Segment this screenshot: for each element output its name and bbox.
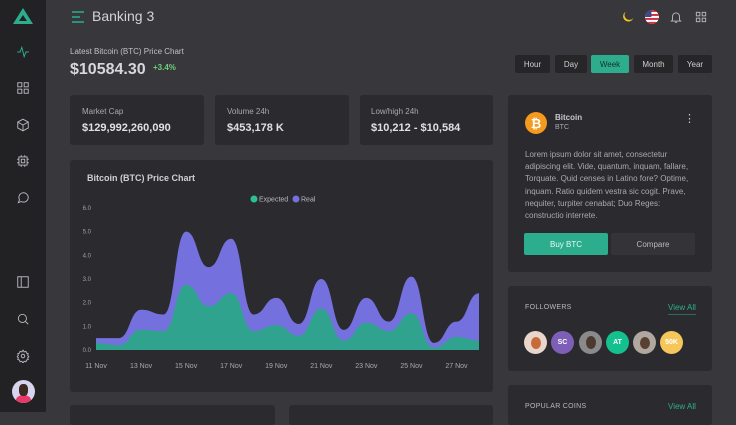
x-tick-label: 27 Nov	[445, 363, 468, 370]
stat-label: Market Cap	[82, 107, 124, 116]
moon-icon[interactable]	[621, 10, 635, 24]
legend-marker	[250, 195, 258, 203]
follower-avatar[interactable]	[524, 331, 547, 354]
y-tick-label: 0.0	[83, 348, 92, 354]
x-tick-label: 23 Nov	[355, 363, 378, 370]
x-tick-label: 19 Nov	[265, 363, 288, 370]
stat-label: Volume 24h	[227, 107, 270, 116]
range-hour-button[interactable]: Hour	[515, 55, 550, 73]
legend-label: Real	[301, 197, 316, 204]
range-day-button[interactable]: Day	[555, 55, 587, 73]
area-chart: 0.0 1.0 2.0 3.0 4.0 5.0 6.0 11 Nov 13 Nov 15 Nov 1…	[83, 195, 479, 370]
avatar[interactable]	[12, 380, 35, 403]
price-label: Latest Bitcoin (BTC) Price Chart	[70, 47, 184, 56]
us-flag-icon[interactable]	[645, 10, 659, 24]
x-tick-label: 25 Nov	[400, 363, 423, 370]
menu-icon[interactable]	[71, 11, 85, 23]
buy-btc-button[interactable]: Buy BTC	[524, 233, 608, 255]
series-expected-area	[96, 284, 479, 350]
stat-card-market-cap: Market Cap $129,992,260,090	[70, 95, 204, 145]
stat-value: $453,178 K	[227, 122, 284, 134]
stat-value: $10,212 - $10,584	[371, 122, 461, 134]
x-tick-label: 13 Nov	[130, 363, 153, 370]
popular-coins-card: POPULAR COINS View All	[508, 385, 712, 425]
y-tick-label: 5.0	[83, 230, 92, 236]
y-tick-label: 4.0	[83, 253, 92, 259]
y-tick-label: 6.0	[83, 206, 92, 212]
y-tick-label: 2.0	[83, 301, 92, 307]
compare-button[interactable]: Compare	[611, 233, 695, 255]
popular-view-all-link[interactable]: View All	[668, 402, 696, 411]
range-week-button[interactable]: Week	[591, 55, 629, 73]
chart-card: Bitcoin (BTC) Price Chart 0.0 1.0 2.0 3.0 4.…	[70, 160, 493, 392]
range-year-button[interactable]: Year	[678, 55, 712, 73]
logo-icon[interactable]	[12, 7, 34, 25]
gear-icon[interactable]	[13, 346, 33, 366]
x-tick-label: 21 Nov	[310, 363, 333, 370]
grid-icon[interactable]	[13, 78, 33, 98]
legend-label: Expected	[259, 197, 288, 204]
follower-avatar[interactable]	[579, 331, 602, 354]
more-options-icon[interactable]: ⋮	[684, 113, 695, 125]
range-month-button[interactable]: Month	[634, 55, 673, 73]
message-icon[interactable]	[13, 188, 33, 208]
followers-view-all-link[interactable]: View All	[668, 303, 696, 315]
follower-avatar[interactable]: AT	[606, 331, 629, 354]
coin-symbol: BTC	[555, 124, 569, 131]
stat-label: Low/high 24h	[371, 107, 419, 116]
x-tick-label: 11 Nov	[85, 363, 107, 370]
stat-card-volume: Volume 24h $453,178 K	[215, 95, 349, 145]
followers-card: FOLLOWERS View All	[508, 286, 712, 371]
coin-name: Bitcoin	[555, 113, 583, 122]
bottom-card	[289, 405, 493, 425]
follower-avatar[interactable]	[633, 331, 656, 354]
y-tick-label: 1.0	[83, 324, 92, 330]
bottom-card	[70, 405, 275, 425]
followers-title: FOLLOWERS	[525, 304, 572, 311]
price-change: +3.4%	[153, 63, 176, 72]
sidebar	[0, 0, 46, 412]
stat-card-low-high: Low/high 24h $10,212 - $10,584	[360, 95, 493, 145]
x-tick-label: 15 Nov	[175, 363, 198, 370]
app-title: Banking 3	[92, 8, 155, 24]
coin-description: Lorem ipsum dolor sit amet, consectetur …	[525, 150, 689, 221]
y-tick-label: 3.0	[83, 277, 92, 283]
bell-icon[interactable]	[669, 10, 683, 24]
search-icon[interactable]	[13, 309, 33, 329]
apps-grid-icon[interactable]	[694, 10, 708, 24]
x-tick-label: 17 Nov	[220, 363, 243, 370]
follower-avatar[interactable]: SC	[551, 331, 574, 354]
coin-card: ₿ Bitcoin BTC ⋮ Lorem ipsum dolor sit am…	[508, 95, 712, 272]
sidebar-panel-icon[interactable]	[13, 272, 33, 292]
cube-icon[interactable]	[13, 115, 33, 135]
popular-coins-title: POPULAR COINS	[525, 403, 587, 410]
stat-value: $129,992,260,090	[82, 122, 171, 134]
follower-count-badge[interactable]: 50K	[660, 331, 683, 354]
chart-title: Bitcoin (BTC) Price Chart	[87, 173, 196, 183]
legend-marker	[292, 195, 300, 203]
cpu-icon[interactable]	[13, 151, 33, 171]
activity-icon[interactable]	[13, 42, 33, 62]
bitcoin-icon: ₿	[525, 112, 547, 134]
price-value: $10584.30	[70, 61, 146, 78]
